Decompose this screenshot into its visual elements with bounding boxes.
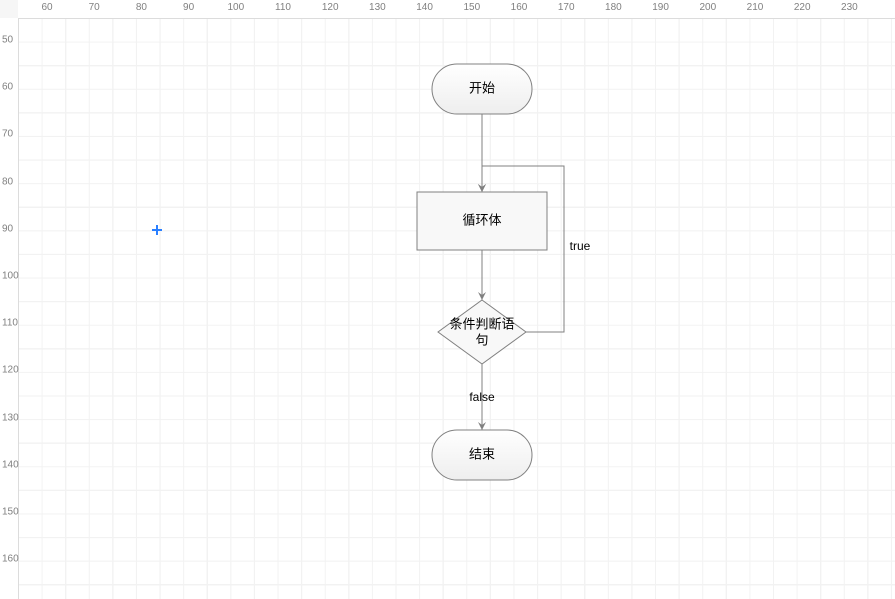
edge-label: true <box>570 239 591 253</box>
ruler-x-tick: 160 <box>511 2 528 13</box>
ruler-corner <box>0 0 19 19</box>
ruler-y-tick: 60 <box>2 82 13 93</box>
node-label: 结束 <box>469 446 495 461</box>
ruler-y-tick: 150 <box>2 507 19 518</box>
ruler-x-tick: 180 <box>605 2 622 13</box>
diagram-canvas[interactable]: 60 70 80 90 100 110 120 130 140 150 160 170 180 190 20… <box>0 0 895 599</box>
ruler-x-tick: 90 <box>183 2 194 13</box>
ruler-x-tick: 150 <box>463 2 480 13</box>
ruler-y-tick: 130 <box>2 412 19 423</box>
ruler-vertical: 50 60 70 80 90 100 110 120 130 140 150 160 <box>0 18 19 599</box>
flowchart-svg: true false 开始循环体条件判断语句结束 <box>18 18 895 599</box>
ruler-y-tick: 70 <box>2 129 13 140</box>
ruler-x-tick: 130 <box>369 2 386 13</box>
ruler-horizontal: 60 70 80 90 100 110 120 130 140 150 160 170 180 190 20… <box>18 0 895 19</box>
node-label: 循环体 <box>462 212 501 227</box>
ruler-x-tick: 190 <box>652 2 669 13</box>
node-label: 句 <box>475 332 488 347</box>
ruler-x-tick: 220 <box>794 2 811 13</box>
ruler-y-tick: 100 <box>2 271 19 282</box>
ruler-x-tick: 70 <box>89 2 100 13</box>
ruler-x-tick: 210 <box>747 2 764 13</box>
node-label: 开始 <box>469 80 495 95</box>
edge-label: false <box>469 390 495 404</box>
ruler-x-tick: 200 <box>699 2 716 13</box>
node-label: 条件判断语 <box>449 316 514 331</box>
ruler-y-tick: 50 <box>2 35 13 46</box>
ruler-x-tick: 230 <box>841 2 858 13</box>
ruler-x-tick: 170 <box>558 2 575 13</box>
ruler-x-tick: 120 <box>322 2 339 13</box>
ruler-x-tick: 140 <box>416 2 433 13</box>
ruler-x-tick: 110 <box>275 2 291 13</box>
ruler-y-tick: 120 <box>2 365 19 376</box>
ruler-x-tick: 100 <box>227 2 244 13</box>
ruler-y-tick: 80 <box>2 176 13 187</box>
ruler-y-tick: 140 <box>2 459 19 470</box>
ruler-y-tick: 160 <box>2 554 19 565</box>
ruler-x-tick: 60 <box>41 2 52 13</box>
ruler-x-tick: 80 <box>136 2 147 13</box>
ruler-y-tick: 90 <box>2 223 13 234</box>
ruler-y-tick: 110 <box>2 318 18 329</box>
